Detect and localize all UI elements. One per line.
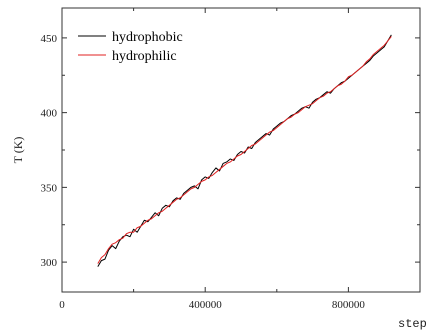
chart-legend: hydrophobic hydrophilic bbox=[78, 30, 183, 64]
x-tick-label: 400000 bbox=[189, 299, 223, 311]
series-line-hydrophobic bbox=[97, 34, 392, 267]
tick-labels: 0 400000 800000 300 350 400 450 bbox=[41, 33, 366, 311]
legend-label-hydrophilic: hydrophilic bbox=[112, 49, 177, 64]
series-lines bbox=[97, 34, 392, 267]
series-line-hydrophilic bbox=[97, 36, 392, 264]
y-axis-label: T (K) bbox=[11, 137, 25, 164]
x-tick-label: 800000 bbox=[332, 299, 366, 311]
y-tick-label: 450 bbox=[41, 33, 58, 45]
legend-label-hydrophobic: hydrophobic bbox=[112, 30, 183, 45]
x-axis-label: step bbox=[398, 317, 427, 331]
x-tick-label: 0 bbox=[59, 299, 65, 311]
y-tick-label: 350 bbox=[41, 182, 58, 194]
y-tick-label: 300 bbox=[41, 257, 58, 269]
tick-marks bbox=[61, 8, 420, 292]
y-tick-label: 400 bbox=[41, 108, 58, 120]
